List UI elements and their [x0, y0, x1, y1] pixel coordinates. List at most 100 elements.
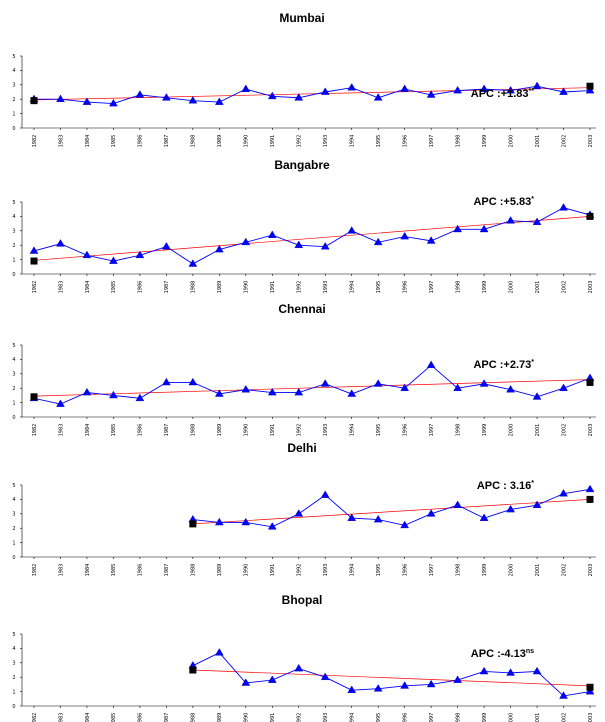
- x-tick-label: 1994: [350, 424, 356, 437]
- data-point: [347, 513, 357, 521]
- x-tick-label: 1990: [244, 424, 250, 437]
- data-point: [135, 90, 145, 98]
- data-point: [294, 509, 304, 517]
- data-point: [347, 226, 357, 234]
- x-tick-label: 1989: [217, 281, 223, 294]
- apc-annotation: APC :+5.83*: [473, 196, 534, 208]
- data-point: [56, 239, 65, 247]
- x-tick-label: 1995: [376, 135, 382, 148]
- data-point: [294, 93, 304, 101]
- data-point: [241, 385, 251, 393]
- y-tick-label: 4: [12, 646, 15, 652]
- data-point: [426, 360, 436, 368]
- data-point: [426, 90, 436, 98]
- chart-title: Mumbai: [279, 11, 324, 25]
- x-tick-label: 1997: [429, 424, 435, 437]
- x-tick-label: 1997: [429, 713, 435, 722]
- data-point: [109, 256, 118, 264]
- data-point: [506, 385, 515, 393]
- data-point: [214, 97, 224, 105]
- x-tick-label: 1992: [297, 713, 303, 722]
- x-tick-label: 1997: [429, 135, 435, 148]
- x-tick-label: 1998: [455, 424, 461, 437]
- y-tick-label: 3: [12, 512, 15, 518]
- x-tick-label: 1982: [32, 564, 38, 577]
- data-point: [347, 83, 357, 91]
- x-tick-label: 1987: [164, 424, 170, 437]
- x-tick-label: 1990: [244, 281, 250, 294]
- x-tick-label: 1986: [138, 135, 144, 148]
- x-tick-label: 1993: [323, 564, 329, 577]
- data-point: [400, 84, 410, 92]
- series-line: [192, 652, 591, 697]
- data-point: [188, 259, 198, 267]
- chart-panel-1: Bangabre 0 1 2 3 4 5 1982 1983 1984 1985 1986 1987 19…: [12, 158, 596, 293]
- trend-line: [192, 669, 591, 687]
- data-point: [241, 678, 251, 686]
- x-tick-label: 1991: [270, 564, 276, 577]
- chart-panel-4: Bhopal 0 1 2 3 4 5 1982 1983 1984 1985 1986 1987 1988…: [12, 593, 596, 722]
- data-point: [373, 514, 383, 523]
- data-point: [82, 97, 92, 105]
- endpoint-marker: [586, 212, 594, 220]
- y-tick-label: 2: [12, 97, 15, 103]
- endpoint-marker: [586, 683, 594, 691]
- data-point: [400, 231, 410, 240]
- x-tick-label: 1987: [164, 713, 170, 722]
- x-tick-label: 2001: [535, 713, 541, 722]
- x-tick-label: 1983: [58, 564, 64, 577]
- x-tick-label: 1984: [85, 564, 91, 577]
- x-tick-label: 1998: [455, 564, 461, 577]
- data-point: [532, 217, 542, 225]
- data-point: [506, 85, 515, 94]
- data-point: [241, 237, 251, 246]
- x-tick-label: 1982: [32, 424, 38, 437]
- data-point: [294, 663, 304, 672]
- chart-panel-3: Delhi 0 1 2 3 4 5 1982 1983 1984 1985 1986 1987 1988 1…: [12, 441, 596, 576]
- x-tick-label: 1990: [244, 713, 250, 722]
- endpoint-marker: [30, 257, 38, 265]
- x-tick-label: 1984: [85, 424, 91, 437]
- x-tick-label: 1989: [217, 564, 223, 577]
- x-tick-label: 2003: [588, 135, 594, 148]
- y-tick-label: 3: [12, 661, 15, 667]
- x-tick-label: 1992: [297, 135, 303, 148]
- endpoint-marker: [586, 82, 594, 90]
- data-point: [214, 244, 224, 253]
- x-tick-label: 2003: [588, 564, 594, 577]
- y-tick-label: 1: [12, 689, 15, 695]
- data-point: [426, 236, 436, 244]
- chart-panel-2: Chennai 0 1 2 3 4 5 1982 1983 1984 1985 1986 1987 198…: [12, 302, 596, 436]
- x-tick-label: 1994: [350, 281, 356, 294]
- data-point: [479, 666, 489, 675]
- x-tick-label: 1996: [402, 564, 408, 577]
- x-tick-label: 1998: [455, 713, 461, 722]
- y-tick-label: 2: [12, 386, 15, 392]
- data-point: [82, 387, 92, 396]
- data-point: [294, 240, 304, 248]
- x-tick-label: 1991: [270, 281, 276, 294]
- data-point: [135, 250, 145, 259]
- data-point: [585, 484, 595, 493]
- x-tick-label: 1985: [111, 135, 117, 148]
- trend-line: [192, 499, 591, 525]
- x-tick-label: 1983: [58, 424, 64, 437]
- data-point: [479, 513, 489, 521]
- x-tick-label: 1990: [244, 135, 250, 148]
- y-tick-label: 5: [12, 54, 15, 60]
- x-tick-label: 1985: [111, 424, 117, 437]
- apc-annotation: APC :-4.13ns: [471, 648, 534, 660]
- x-tick-label: 1984: [85, 713, 91, 722]
- data-point: [109, 390, 118, 399]
- x-tick-label: 1991: [270, 713, 276, 722]
- data-point: [585, 687, 595, 695]
- x-tick-label: 1996: [402, 424, 408, 437]
- x-tick-label: 1990: [244, 564, 250, 577]
- data-point: [56, 94, 65, 102]
- x-tick-label: 1986: [138, 424, 144, 437]
- series-line: [192, 488, 591, 528]
- x-tick-label: 1998: [455, 135, 461, 148]
- x-tick-label: 2002: [561, 424, 567, 437]
- x-tick-label: 1995: [376, 713, 382, 722]
- x-tick-label: 1996: [402, 713, 408, 722]
